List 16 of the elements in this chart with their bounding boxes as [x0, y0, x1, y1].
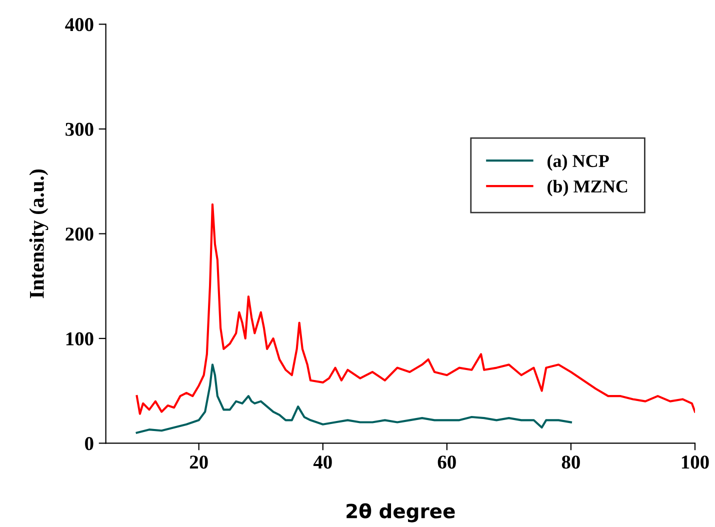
y-tick-label: 300 — [66, 122, 94, 136]
legend-label: (a) NCP — [548, 154, 609, 171]
y-tick-label: 400 — [65, 18, 94, 32]
y-tick-label: 0 — [85, 437, 94, 450]
x-tick-label: 100 — [682, 456, 709, 469]
legend-label: (b) MZNC — [548, 180, 628, 196]
y-tick-label: 200 — [66, 228, 94, 241]
x-tick-label: 60 — [438, 456, 456, 469]
x-tick-label: 20 — [190, 456, 208, 469]
line-series — [136, 203, 695, 415]
x-tick-label: 40 — [313, 456, 332, 469]
x-axis-title: 2θ degree — [346, 503, 455, 522]
line-series — [136, 364, 572, 434]
x-tick-label: 80 — [562, 456, 580, 469]
y-tick-label: 100 — [66, 332, 94, 346]
y-axis-title: Intensity (a.u.) — [29, 170, 48, 298]
